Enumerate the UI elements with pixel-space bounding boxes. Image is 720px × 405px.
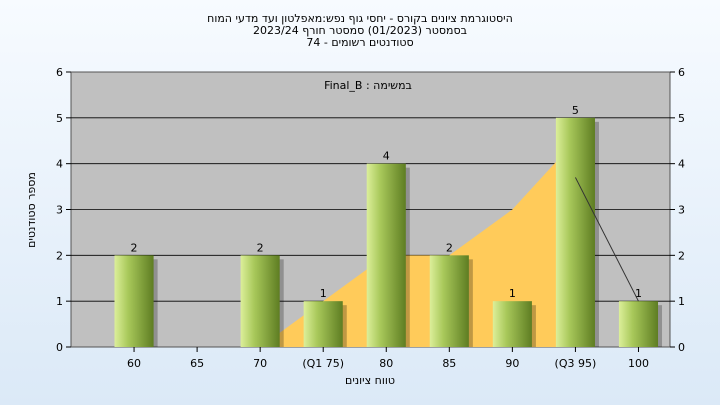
- y-tick-label: 2: [56, 249, 63, 262]
- x-tick-label: 65: [190, 357, 204, 370]
- bar: [618, 301, 659, 347]
- y-tick-label-right: 6: [678, 66, 685, 79]
- title-line-1: היסטוגרמת ציונים בקורס - יחסי גוף נפש:מא…: [207, 12, 513, 25]
- x-tick-label: 90: [505, 357, 519, 370]
- x-tick-label: 100: [628, 357, 649, 370]
- title-line-3: סטודנטים רשומים - 74: [306, 36, 413, 49]
- assignment-annotation: Final_B : במשימה: [324, 79, 412, 92]
- bar-value-label: 1: [320, 287, 327, 300]
- x-tick-label: 85: [442, 357, 456, 370]
- y-tick-label: 1: [56, 295, 63, 308]
- x-tick-label: (Q3 95): [555, 357, 597, 370]
- bar: [303, 301, 343, 347]
- y-tick-label: 6: [56, 66, 63, 79]
- y-tick-label-right: 3: [678, 204, 685, 217]
- y-tick-label-right: 1: [678, 295, 685, 308]
- y-tick-label-right: 5: [678, 112, 685, 125]
- bar-value-label: 2: [131, 241, 138, 254]
- axes: 0 0 1 1 2 2 3 3 4 4 5 5 6 6 60 65 70 (Q1 75) 80 85 90 (Q3 95)…: [56, 66, 685, 370]
- x-tick-label: (Q1 75): [302, 357, 344, 370]
- bar: [429, 255, 469, 347]
- bar: [492, 301, 532, 347]
- y-tick-label: 3: [56, 204, 63, 217]
- x-tick-label: 80: [379, 357, 393, 370]
- bar-value-label: 1: [635, 287, 642, 300]
- bar-value-label: 4: [383, 150, 390, 163]
- y-tick-label: 0: [56, 341, 63, 354]
- y-axis-label: מספר סטודנטים: [25, 172, 38, 248]
- bars: 2 2 1 4 2 1 5 1: [114, 104, 663, 347]
- y-tick-label-right: 0: [678, 341, 685, 354]
- bar-value-label: 2: [446, 241, 453, 254]
- x-axis-label: טווח ציונים: [345, 374, 395, 387]
- chart-title: היסטוגרמת ציונים בקורס - יחסי גוף נפש:מא…: [207, 12, 513, 49]
- bar: [240, 255, 280, 347]
- y-tick-label: 5: [56, 112, 63, 125]
- bar-value-label: 1: [509, 287, 516, 300]
- y-tick-label: 4: [56, 158, 63, 171]
- bar: [114, 255, 154, 347]
- title-line-2: בסמסטר (01/2023) סמסטר חורף 2023/24: [253, 24, 467, 37]
- x-tick-label: 60: [127, 357, 141, 370]
- y-tick-label-right: 2: [678, 249, 685, 262]
- bar-value-label: 2: [257, 241, 264, 254]
- bar-value-label: 5: [572, 104, 579, 117]
- bar: [366, 163, 406, 347]
- trend-line: [574, 177, 639, 302]
- bar: [555, 117, 595, 347]
- x-tick-label: 70: [253, 357, 267, 370]
- y-tick-label-right: 4: [678, 158, 685, 171]
